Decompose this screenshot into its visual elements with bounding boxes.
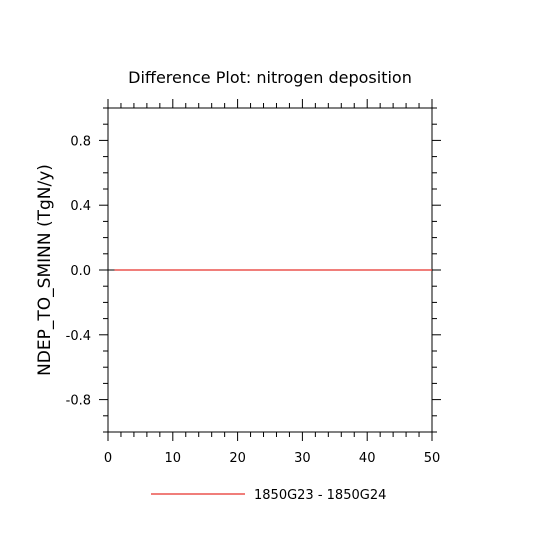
y-tick-label: -0.4 xyxy=(66,329,91,344)
y-tick-label: 0.8 xyxy=(70,134,91,149)
x-tick-label: 10 xyxy=(165,451,182,466)
legend: 1850G23 - 1850G24 xyxy=(151,488,386,503)
legend-label: 1850G23 - 1850G24 xyxy=(254,488,386,503)
x-tick-label: 20 xyxy=(229,451,246,466)
x-tick-labels: 0 10 20 30 40 50 xyxy=(104,451,440,466)
y-tick-labels: 0.8 0.4 0.0 -0.4 -0.8 xyxy=(66,134,91,408)
x-tick-label: 50 xyxy=(424,451,441,466)
x-tick-label: 30 xyxy=(294,451,311,466)
x-tick-label: 40 xyxy=(359,451,376,466)
y-tick-label: 0.4 xyxy=(70,199,91,214)
x-tick-label: 0 xyxy=(104,451,112,466)
axis-ticks xyxy=(99,99,441,441)
y-tick-label: -0.8 xyxy=(66,394,91,409)
y-tick-label: 0.0 xyxy=(70,264,91,279)
y-axis-label: NDEP_TO_SMINN (TgN/y) xyxy=(35,164,55,376)
chart-title: Difference Plot: nitrogen deposition xyxy=(128,68,412,87)
